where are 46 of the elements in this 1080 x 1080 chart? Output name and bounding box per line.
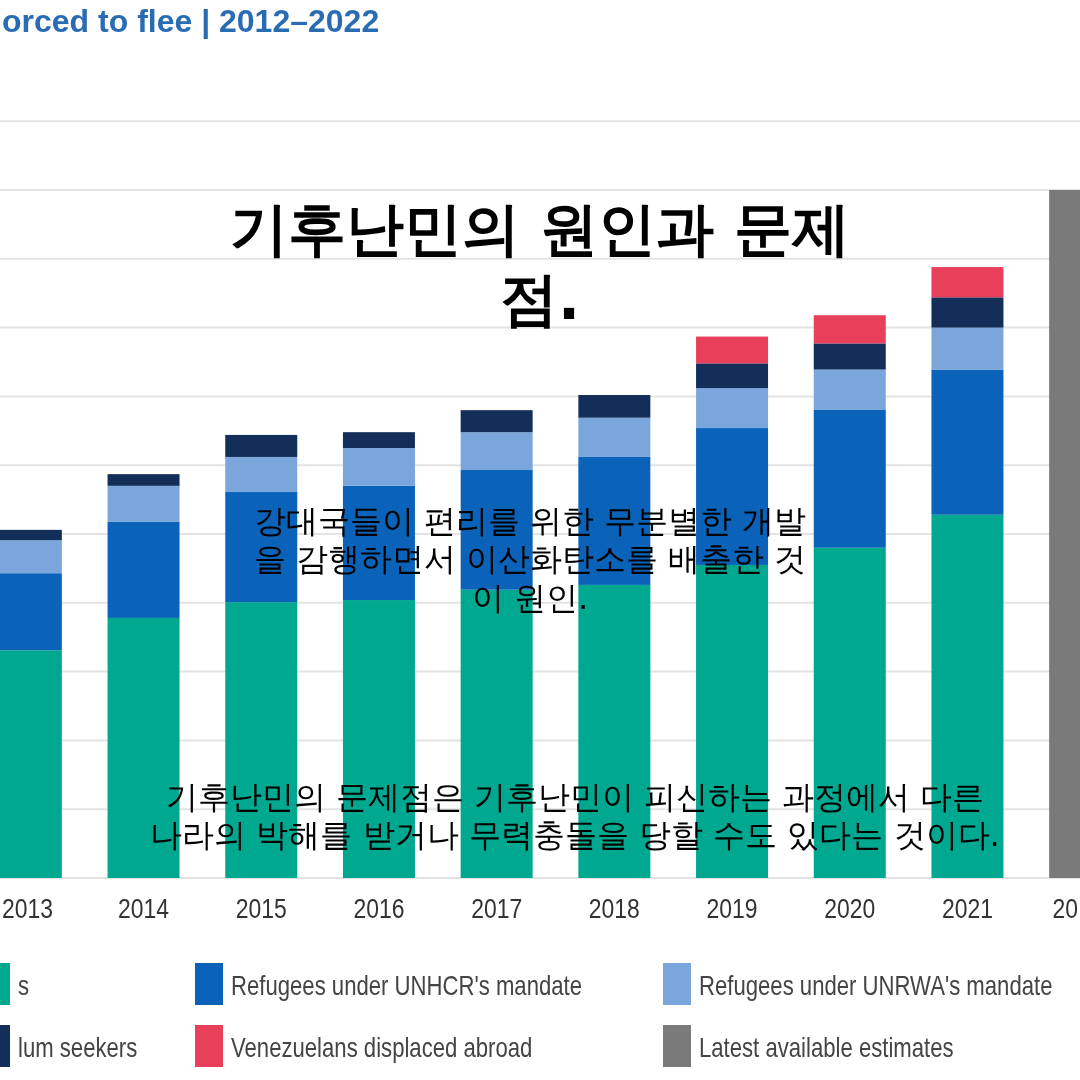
bar <box>696 388 769 429</box>
bar <box>813 315 886 344</box>
legend-label: Latest available estimates <box>699 1032 954 1063</box>
x-tick-label: 2015 <box>235 893 287 924</box>
bar <box>931 327 1004 370</box>
bar <box>931 267 1004 298</box>
chart-subtitle: orced to flee | 2012–2022 <box>2 3 380 39</box>
bar <box>813 343 886 370</box>
legend-item: Venezuelans displaced abroad <box>195 1025 533 1067</box>
x-tick-label: 2018 <box>588 893 640 924</box>
legend-item: lum seekers <box>0 1025 138 1067</box>
bar <box>578 395 651 418</box>
bar <box>696 363 769 389</box>
x-tick-label: 2021 <box>941 893 993 924</box>
x-tick-label: 2014 <box>118 893 170 924</box>
x-tick-label: 20 <box>1052 893 1078 924</box>
legend-label: s <box>18 970 30 1001</box>
bar <box>107 474 180 486</box>
legend-label: Refugees under UNRWA's mandate <box>699 970 1053 1001</box>
bar <box>460 410 533 433</box>
legend-label: Venezuelans displaced abroad <box>231 1032 533 1063</box>
legend-item: s <box>0 963 30 1005</box>
legend-item: Latest available estimates <box>663 1025 954 1067</box>
bar <box>696 336 769 364</box>
text: 기후난민의 원인과 문제점. <box>228 195 852 335</box>
bar <box>578 417 651 457</box>
bar <box>107 521 180 618</box>
legend-item: Refugees under UNRWA's mandate <box>663 963 1053 1005</box>
bar <box>107 485 180 522</box>
x-tick-label: 2019 <box>706 893 758 924</box>
x-tick-label: 2016 <box>353 893 405 924</box>
bar <box>931 297 1004 328</box>
bar <box>225 456 298 493</box>
x-tick-label: 2017 <box>471 893 523 924</box>
legend-label: Refugees under UNHCR's mandate <box>231 970 583 1001</box>
legend-label: lum seekers <box>18 1032 138 1063</box>
bar <box>342 432 415 448</box>
legend-item: Refugees under UNHCR's mandate <box>195 963 582 1005</box>
bar <box>460 432 533 471</box>
bar <box>931 369 1004 515</box>
x-tick-label: 2013 <box>2 893 54 924</box>
bar <box>225 434 298 457</box>
bar <box>342 448 415 486</box>
x-tick-label: 2020 <box>824 893 876 924</box>
bar <box>813 409 886 548</box>
bar <box>813 369 886 410</box>
